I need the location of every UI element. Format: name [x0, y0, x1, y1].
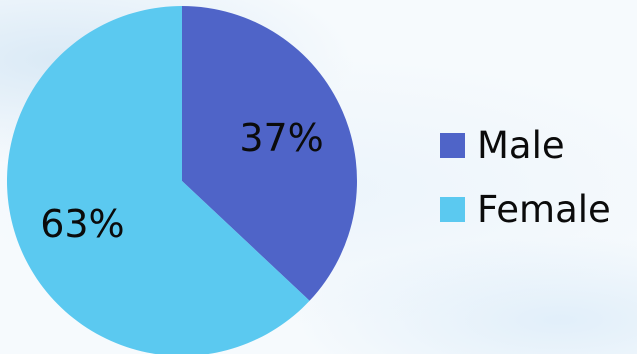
legend-label-male: Male	[477, 123, 565, 167]
pie-slice-female	[7, 6, 310, 354]
legend: Male Female	[440, 122, 611, 232]
pie-slice-male	[182, 6, 357, 301]
legend-swatch-female	[440, 196, 465, 222]
pie-slice-labels: 37% 63%	[40, 116, 324, 246]
pie-slices	[7, 6, 357, 354]
pie-label-female: 63%	[40, 202, 124, 246]
legend-label-female: Female	[477, 187, 611, 231]
pie-label-male: 37%	[239, 116, 323, 160]
legend-item-male: Male	[440, 122, 611, 168]
legend-item-female: Female	[440, 186, 611, 232]
legend-swatch-male	[440, 132, 465, 158]
